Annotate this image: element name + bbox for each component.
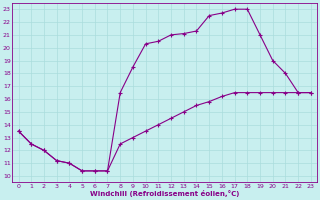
X-axis label: Windchill (Refroidissement éolien,°C): Windchill (Refroidissement éolien,°C) — [90, 190, 239, 197]
